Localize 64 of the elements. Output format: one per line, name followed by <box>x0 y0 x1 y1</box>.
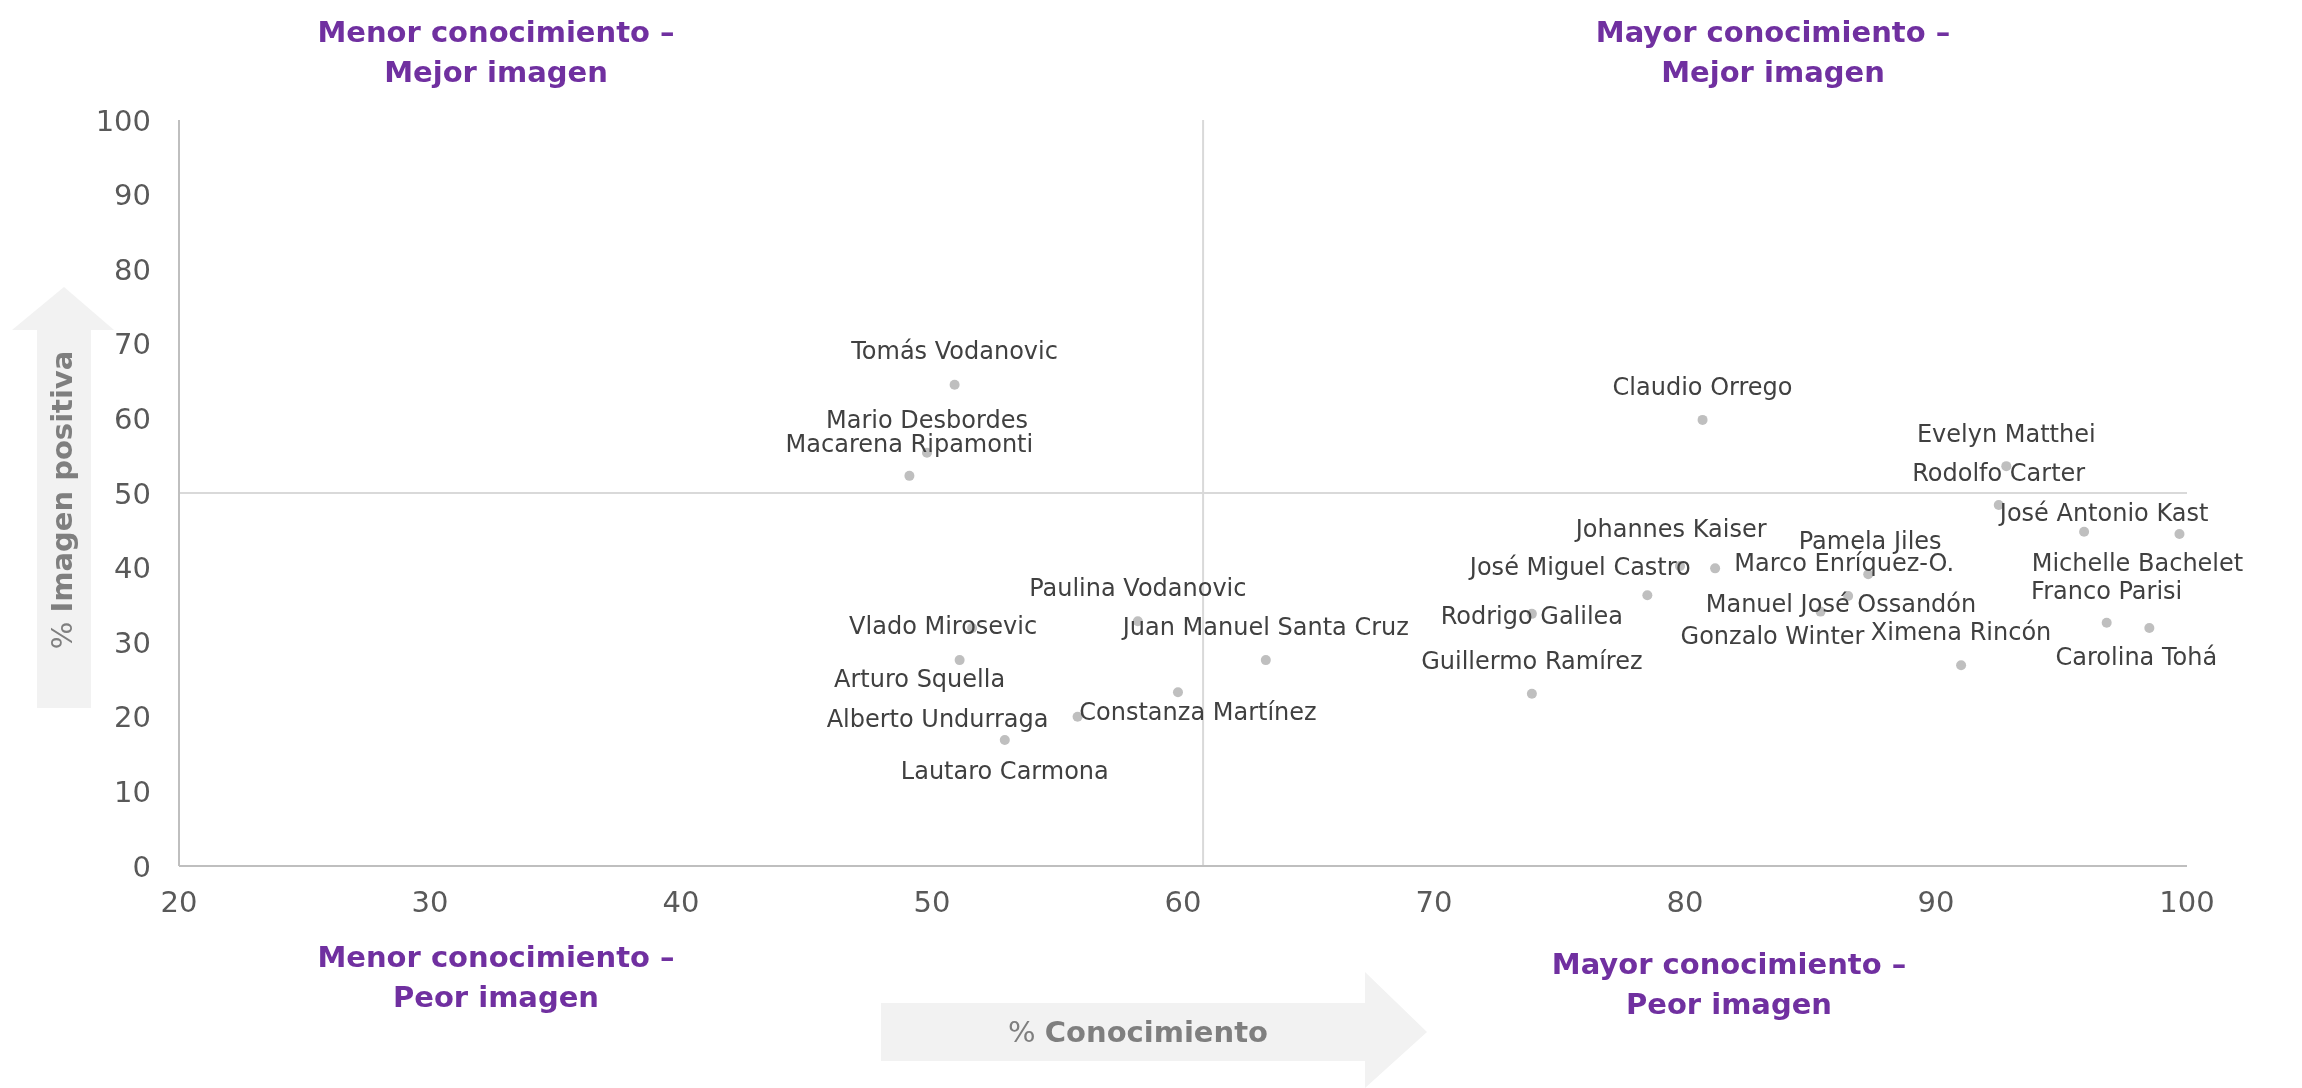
annotation: Lautaro Carmona <box>900 756 1109 785</box>
point <box>904 470 915 481</box>
annotation: Gonzalo Winter <box>1680 621 1865 650</box>
annotation: Juan Manuel Santa Cruz <box>1120 613 1409 642</box>
x-tick-label: 80 <box>1666 885 1704 919</box>
point <box>949 379 960 390</box>
annotation: Rodolfo Carter <box>1912 458 2086 487</box>
annotation: Arturo Squella <box>834 665 1006 694</box>
annotation: José Antonio Kast <box>1997 498 2209 527</box>
point <box>1697 414 1708 425</box>
text: Menor conocimiento – Peor imagen <box>317 940 675 1014</box>
point <box>1710 563 1721 574</box>
text: Menor conocimiento – Mejor imagen <box>317 15 675 89</box>
y-tick-label: 0 <box>132 849 151 884</box>
point <box>2001 461 2012 472</box>
y-tick-label: 30 <box>114 625 151 660</box>
x-tick-label: 40 <box>662 885 700 919</box>
y-tick-label: 100 <box>95 103 151 138</box>
y-tick-label: 20 <box>114 700 151 735</box>
x-tick-label: 20 <box>160 885 198 919</box>
point <box>954 655 965 666</box>
text: Mayor conocimiento – Peor imagen <box>1551 947 1907 1021</box>
y-tick-label: 40 <box>114 551 151 586</box>
y-tick-label: 90 <box>114 178 151 213</box>
annotation: Rodrigo Galilea <box>1440 601 1624 630</box>
y-tick-label: 60 <box>114 401 151 436</box>
y-tick-label: 50 <box>114 476 151 511</box>
point <box>2101 617 2112 628</box>
y-axis-title: % Imagen positiva <box>45 350 79 650</box>
y-tick-label: 70 <box>114 327 151 362</box>
point <box>2144 623 2155 634</box>
x-tick-label: 50 <box>913 885 951 919</box>
annotation: Paulina Vodanovic <box>1029 574 1247 603</box>
point <box>1260 655 1271 666</box>
point <box>1526 688 1537 699</box>
x-tick-label: 30 <box>411 885 449 919</box>
annotation: Tomás Vodanovic <box>850 336 1058 365</box>
x-axis-title: % Conocimiento <box>1008 1015 1268 1049</box>
x-tick-label: 60 <box>1164 885 1202 919</box>
point <box>1172 687 1183 698</box>
text: Mayor conocimiento – Mejor imagen <box>1595 15 1951 89</box>
annotation: Franco Parisi <box>2031 576 2183 605</box>
annotation: José Miguel Castro <box>1467 553 1691 582</box>
annotation: Vlado Mirosevic <box>849 612 1038 641</box>
point <box>2079 526 2090 537</box>
point <box>1642 590 1653 601</box>
annotation: Michelle Bachelet <box>2031 549 2244 578</box>
annotation: Constanza Martínez <box>1079 698 1317 727</box>
annotation: Evelyn Matthei <box>1916 420 2096 449</box>
annotation: Guillermo Ramírez <box>1421 646 1643 675</box>
annotation: Carolina Tohá <box>2055 643 2218 672</box>
x-tick-label: 70 <box>1415 885 1453 919</box>
annotation: Claudio Orrego <box>1612 372 1793 401</box>
point <box>1956 660 1967 671</box>
y-tick-label: 80 <box>114 252 151 287</box>
annotation: Alberto Undurraga <box>826 704 1049 733</box>
x-tick-label: 90 <box>1917 885 1955 919</box>
x-tick-label: 100 <box>2159 885 2215 919</box>
annotation: Manuel José Ossandón <box>1705 590 1977 619</box>
point <box>999 734 1010 745</box>
annotation: Ximena Rincón <box>1870 618 2052 647</box>
y-tick-label: 10 <box>114 774 151 809</box>
annotation: Johannes Kaiser <box>1573 515 1767 544</box>
point <box>2174 529 2185 540</box>
